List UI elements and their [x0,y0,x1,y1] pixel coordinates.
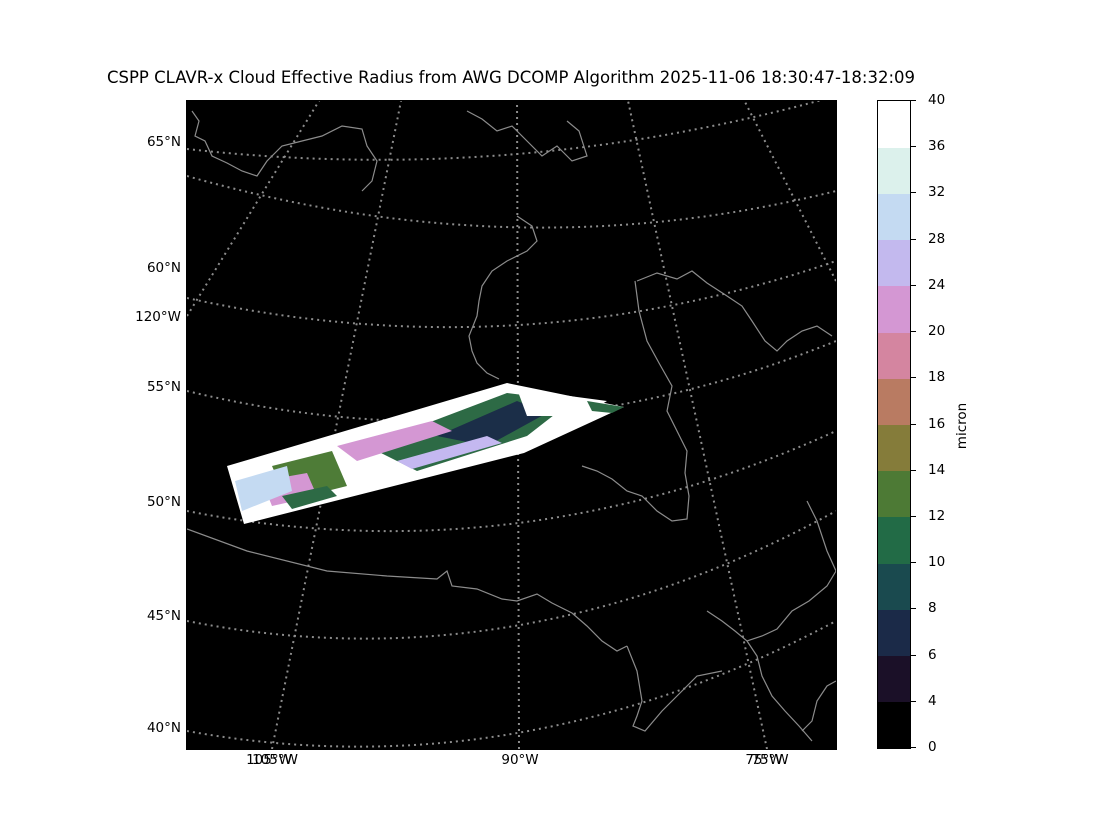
coastlines [187,110,836,742]
colorbar-segment [878,470,910,518]
colorbar-tick [910,747,916,748]
colorbar-segment [878,563,910,610]
lon-label-75w: 75°W [745,752,783,768]
colorbar-tick [910,562,916,564]
swath-dark-core [437,401,547,446]
colorbar-segment [878,701,910,748]
lon-label-105w: 105°W [246,752,292,768]
chart-title: CSPP CLAVR-x Cloud Effective Radius from… [106,68,916,87]
colorbar-tick [910,331,916,333]
coast-east [706,570,836,642]
latitude-gridlines [187,101,836,748]
lat-label-45: 45°N [146,608,181,624]
colorbar-segment [878,101,910,148]
lat-gridline-62 [187,175,836,229]
coast-james-bay [581,280,690,522]
lat-gridline-60 [187,260,836,329]
coast-north-islands [191,110,378,192]
colorbar-tick-label: 6 [928,646,937,663]
map-canvas [187,101,836,749]
coast-hudson-east [636,270,833,352]
lat-label-55: 55°N [146,379,181,395]
coast-east-2 [746,640,813,742]
lat-label-50: 50°N [146,494,181,510]
colorbar-tick [910,654,916,656]
lat-label-40: 40°N [146,720,181,736]
colorbar-segment [878,147,910,194]
colorbar-tick-label: 8 [928,600,937,617]
lon-gridline-120 [187,101,321,317]
lon-gridline-90 [516,101,520,749]
colorbar-segment [878,655,910,703]
swath-pink-streak [337,421,452,461]
colorbar-segment [878,239,910,287]
swath-teal-east [587,401,624,413]
lon-gridline-75 [627,101,768,749]
colorbar-segment [878,424,910,472]
colorbar-tick-label: 24 [928,276,946,293]
lat-gridline-45 [187,620,836,748]
border-us-canada [187,528,628,652]
lat-label-60: 60°N [146,260,181,276]
colorbar-segment [878,609,910,657]
coast-hudson-west [468,215,538,380]
colorbar-tick-label: 36 [928,138,946,155]
colorbar-tick-label: 12 [928,507,946,524]
swath-green-left [282,486,337,509]
colorbar-tick-label: 18 [928,369,946,386]
colorbar-tick-label: 32 [928,184,946,201]
colorbar [877,100,911,749]
colorbar-tick-label: 40 [928,92,946,108]
lon-label-120w: 120°W [135,309,181,325]
colorbar-tick-label: 4 [928,692,937,709]
colorbar-tick [910,284,916,286]
swath-white-east [517,389,607,416]
colorbar-tick [910,192,916,194]
colorbar-tick [910,515,916,517]
colorbar-tick [910,238,916,240]
lat-gridline-50 [187,510,836,640]
colorbar-tick [910,146,916,148]
colorbar-segment [878,193,910,241]
coast-labrador [806,500,836,572]
colorbar-tick-label: 20 [928,323,946,340]
colorbar-tick-label: 0 [928,739,937,755]
colorbar-tick [910,700,916,702]
colorbar-segment [878,516,910,564]
colorbar-unit-label: micron [954,402,970,450]
coast-baffin [466,110,588,162]
lat-label-65: 65°N [146,134,181,150]
colorbar-tick-label: 28 [928,230,946,247]
lon-label-105w-overlap: 105°W [252,752,298,768]
satellite-swath [227,383,624,524]
colorbar-tick [910,423,916,425]
colorbar-tick [910,377,916,379]
colorbar-tick [910,469,916,471]
colorbar-segment [878,285,910,333]
lat-gridline-65 [187,101,822,161]
swath-lilac-streak [397,436,502,469]
colorbar-tick-label: 10 [928,554,946,571]
swath-grey-lower [235,466,292,511]
colorbar-segment [878,378,910,425]
colorbar-segment [878,332,910,379]
lon-gridline-60 [743,101,836,282]
coast-great-lakes [626,645,723,732]
map-panel[interactable] [186,100,837,750]
coast-se-islands [801,680,836,732]
longitude-gridlines [187,101,836,749]
colorbar-tick-label: 16 [928,415,946,432]
colorbar-tick-label: 14 [928,461,946,478]
colorbar-tick [910,608,916,610]
lon-label-75w-overlap: 75°W [751,752,789,768]
colorbar-tick [910,100,916,101]
lon-label-90w: 90°W [501,752,539,768]
